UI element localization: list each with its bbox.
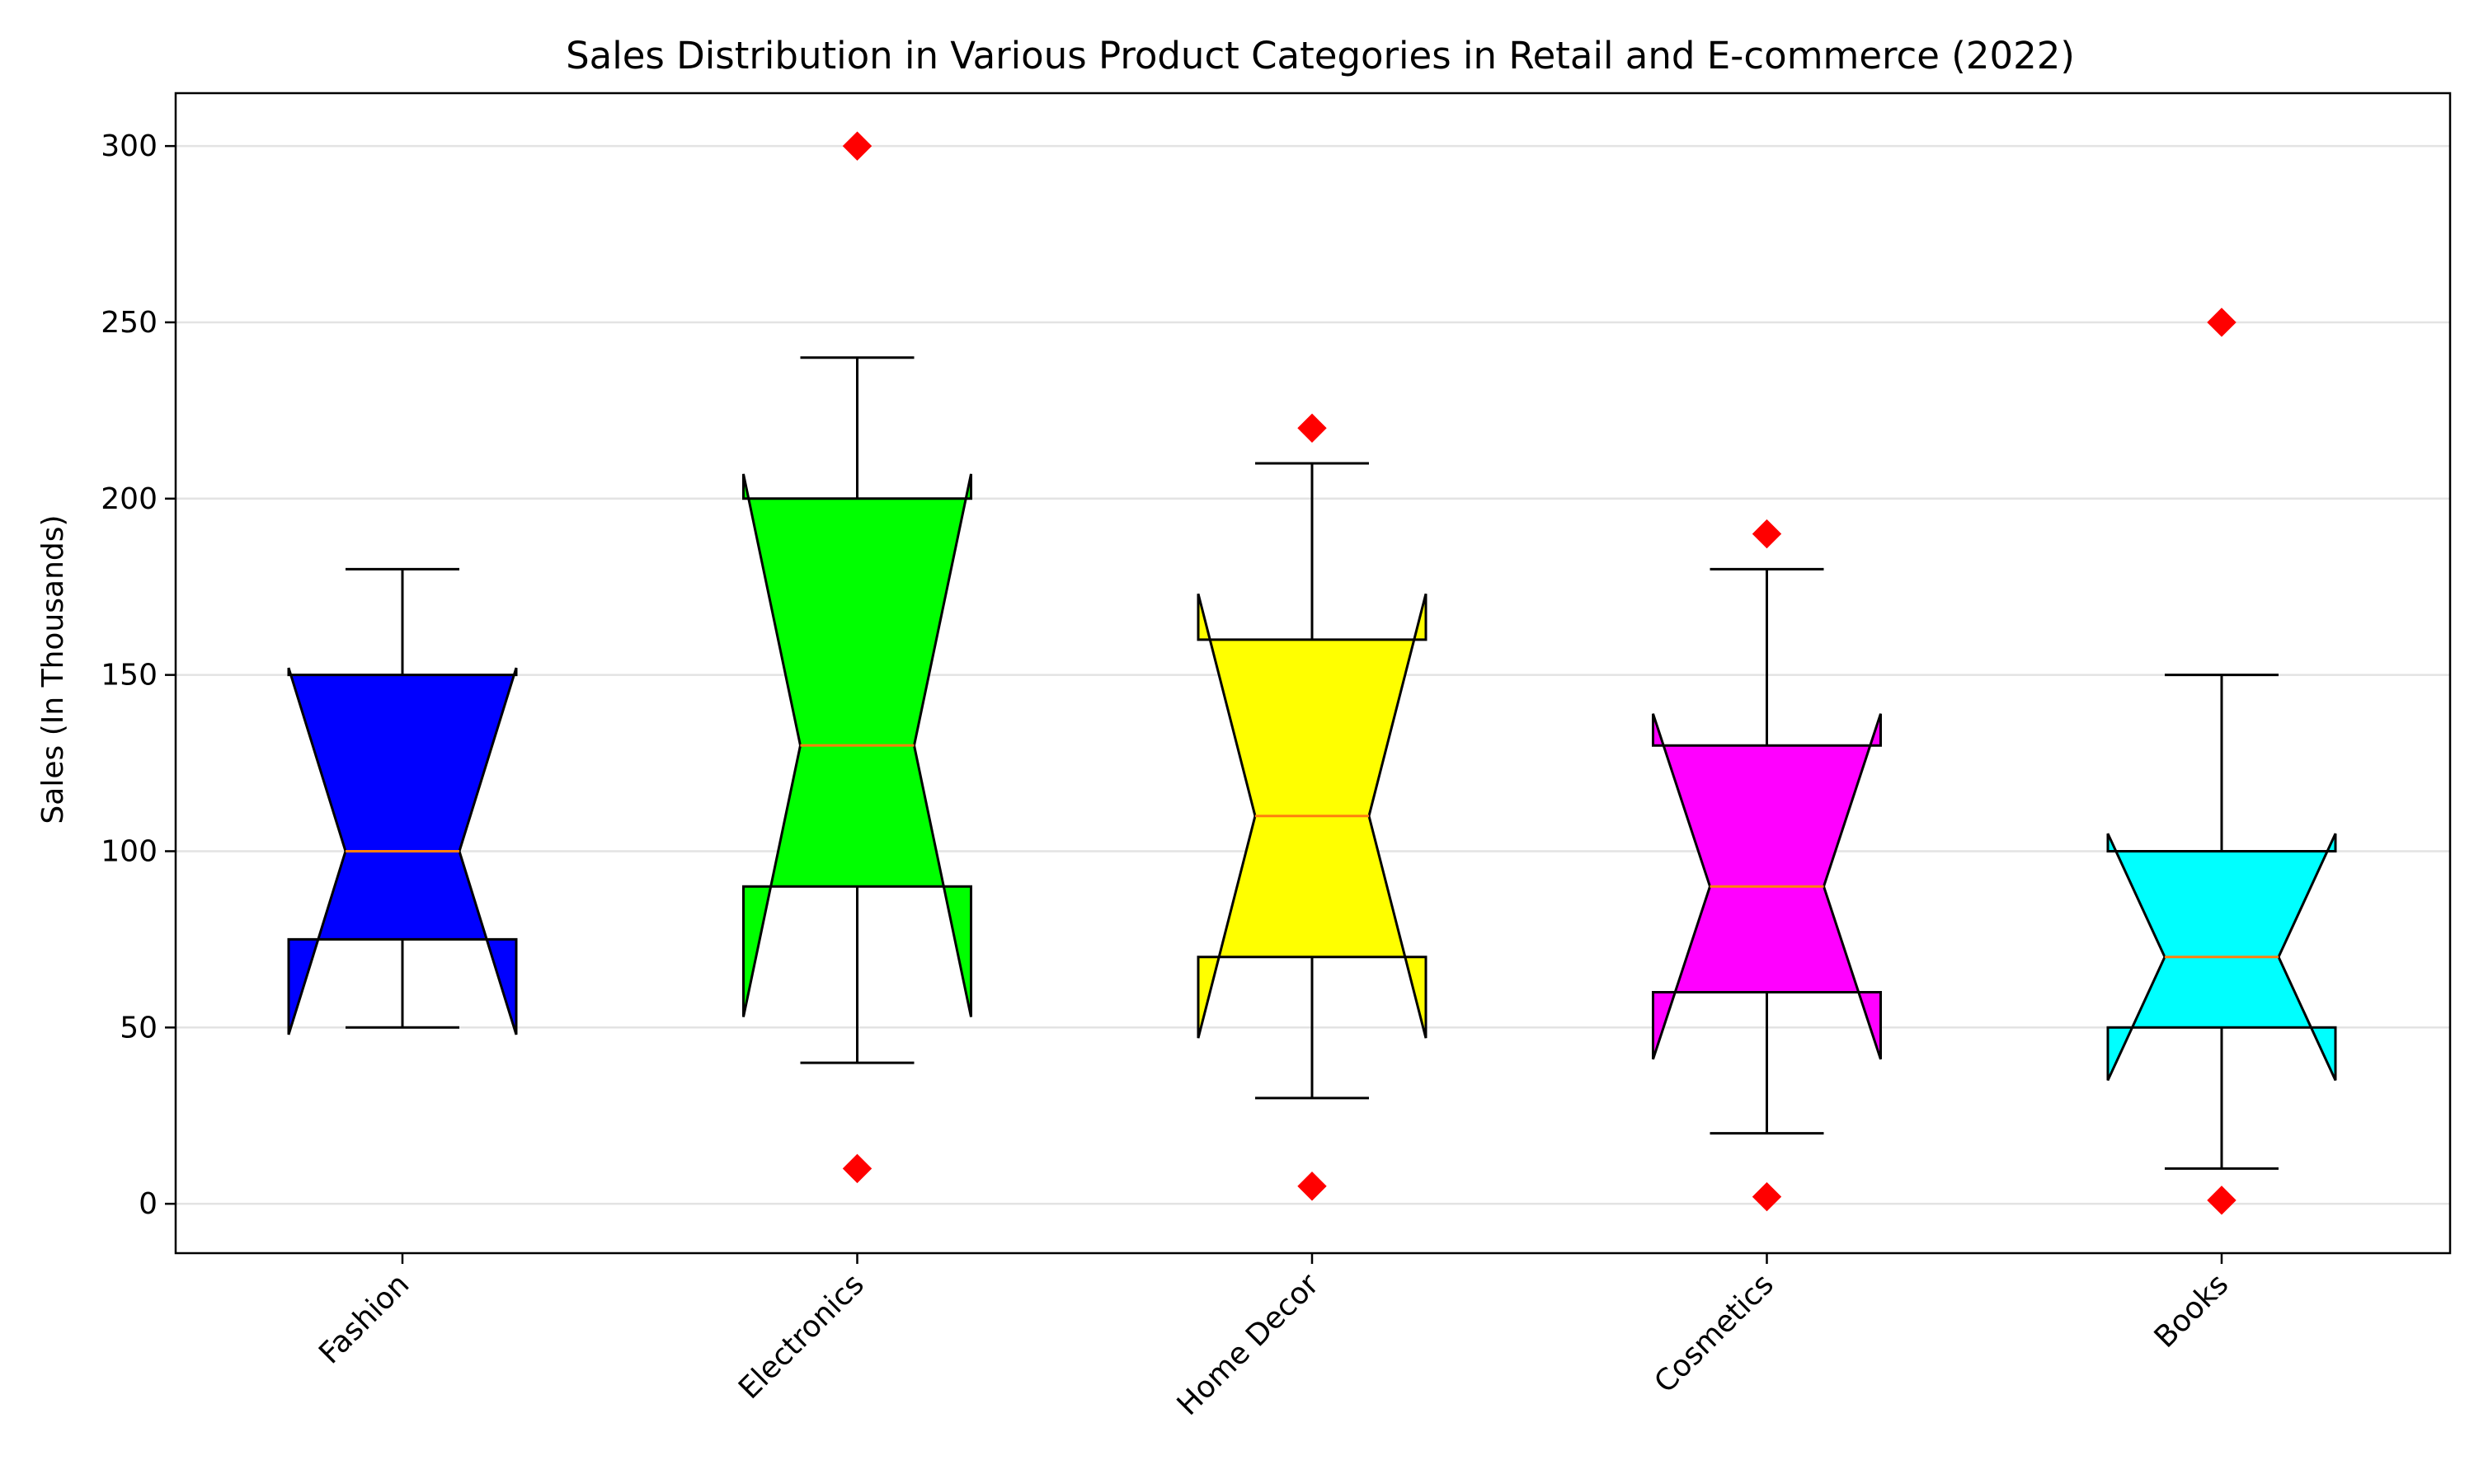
outlier-layer [842, 131, 2236, 1215]
outlier-books-0 [2207, 1186, 2236, 1215]
chart-title: Sales Distribution in Various Product Ca… [566, 34, 2075, 77]
outlier-electronics-1 [842, 131, 872, 161]
y-tick-label-200: 200 [101, 482, 158, 516]
y-tick-label-250: 250 [101, 306, 158, 340]
outlier-home-decor-1 [1297, 413, 1327, 443]
outlier-home-decor-0 [1297, 1172, 1327, 1201]
y-tick-label-300: 300 [101, 129, 158, 163]
plot-frame [174, 92, 2452, 1255]
outlier-cosmetics-1 [1752, 519, 1782, 549]
y-tick-label-150: 150 [101, 659, 158, 693]
y-tick-label-100: 100 [101, 834, 158, 868]
box-layer [287, 356, 2337, 1170]
outlier-cosmetics-0 [1752, 1181, 1782, 1212]
y-tick-label-0: 0 [139, 1187, 158, 1221]
y-axis-label: Sales (In Thousands) [36, 514, 70, 824]
outlier-electronics-0 [842, 1153, 872, 1184]
y-tick-label-50: 50 [120, 1011, 158, 1045]
outlier-books-1 [2207, 308, 2236, 337]
